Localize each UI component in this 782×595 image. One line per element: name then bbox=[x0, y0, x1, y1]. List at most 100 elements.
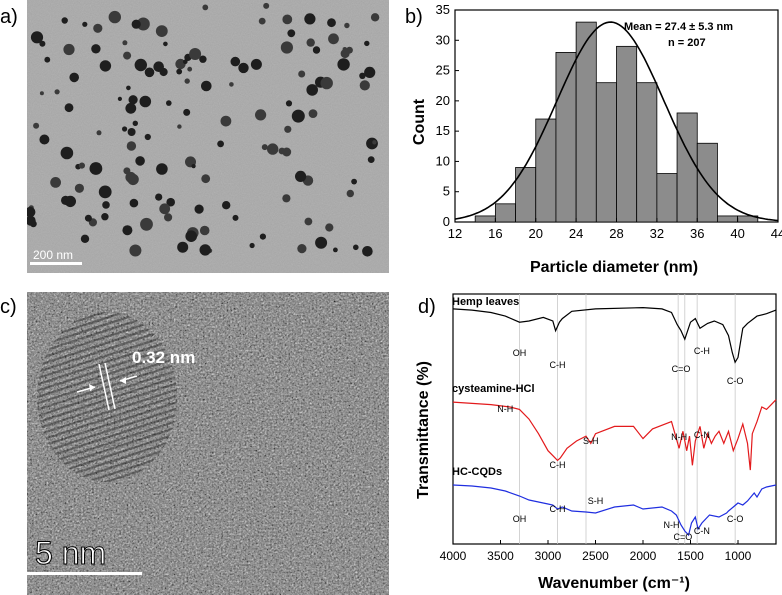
peak-annotation: C-H bbox=[550, 504, 566, 514]
nanoparticle bbox=[342, 47, 348, 52]
nanoparticle bbox=[304, 13, 316, 25]
nanoparticle bbox=[176, 68, 183, 75]
nanoparticle bbox=[140, 217, 153, 231]
nanoparticle bbox=[278, 147, 286, 155]
nanoparticle bbox=[69, 72, 79, 83]
nanoparticle bbox=[250, 58, 262, 70]
y-tick-label: 30 bbox=[436, 32, 450, 47]
nanoparticle bbox=[126, 141, 137, 151]
x-tick-label: 3500 bbox=[487, 549, 514, 563]
nanoparticle bbox=[202, 4, 209, 11]
peak-annotation: C=O bbox=[674, 532, 693, 542]
nanoparticle bbox=[282, 14, 293, 25]
nanoparticle bbox=[166, 197, 175, 207]
peak-annotation: C-O bbox=[727, 376, 744, 386]
panel-label-d: d) bbox=[418, 296, 436, 318]
nanoparticle bbox=[44, 56, 51, 63]
nanoparticle bbox=[217, 140, 225, 148]
nanoparticle bbox=[96, 130, 102, 136]
histogram-bar bbox=[636, 82, 658, 223]
nanoparticle bbox=[364, 66, 376, 78]
x-tick-label: 24 bbox=[569, 226, 583, 241]
nanoparticle bbox=[139, 95, 152, 108]
ftir-chart: OHC-H C=OC-HC-ON-HC-HS-H N-H C-NOHC-HS-HN-H… bbox=[415, 293, 777, 592]
series-label-cysteamine: cysteamine-HCl bbox=[452, 383, 535, 395]
histogram-bar bbox=[676, 112, 698, 223]
tem-micrograph-image: 200 nm bbox=[27, 0, 389, 273]
peak-annotation: C-H bbox=[694, 346, 710, 356]
nanoparticle bbox=[263, 2, 270, 9]
peak-annotation: C=O bbox=[672, 364, 691, 374]
histogram-bar bbox=[535, 118, 557, 223]
histogram-annotation-mean: Mean = 27.4 ± 5.3 nm bbox=[624, 21, 733, 33]
nanoparticle bbox=[129, 198, 139, 208]
nanoparticle bbox=[127, 128, 136, 136]
nanoparticle bbox=[144, 133, 151, 141]
nanoparticle bbox=[131, 19, 141, 29]
x-tick-label: 2000 bbox=[630, 549, 657, 563]
nanoparticle bbox=[74, 183, 84, 193]
peak-annotation: C-N bbox=[694, 430, 710, 440]
nanoparticle bbox=[312, 46, 321, 54]
x-tick-label: 20 bbox=[529, 226, 543, 241]
nanoparticle bbox=[101, 213, 109, 221]
nanoparticle bbox=[39, 91, 44, 96]
x-tick-label: 4000 bbox=[440, 549, 467, 563]
nanoparticle bbox=[285, 100, 293, 107]
tem-micrograph: 200 nm bbox=[27, 0, 389, 273]
hrtem-micrograph-image: 0.32 nm 5 nm bbox=[27, 292, 389, 595]
series-label-hc-cqds: HC-CQDs bbox=[452, 466, 502, 478]
nanoparticle bbox=[128, 95, 138, 105]
nanoparticle bbox=[98, 185, 112, 199]
nanoparticle bbox=[238, 62, 249, 74]
lattice-fringes bbox=[37, 312, 177, 482]
nanoparticle bbox=[61, 195, 71, 205]
panel-label-b: b) bbox=[405, 6, 423, 28]
peak-annotation: N-H bbox=[671, 432, 687, 442]
histogram-bar bbox=[717, 215, 739, 223]
x-tick-label: 2500 bbox=[582, 549, 609, 563]
scale-bar-c-label: 5 nm bbox=[35, 535, 106, 571]
hrtem-micrograph: 0.32 nm 5 nm bbox=[27, 292, 389, 595]
nanoparticle bbox=[64, 103, 74, 113]
y-tick-label: 5 bbox=[443, 184, 450, 199]
nanoparticle bbox=[359, 72, 366, 80]
nanoparticle bbox=[261, 144, 268, 151]
nanoparticle bbox=[134, 58, 147, 72]
nanoparticle bbox=[267, 143, 279, 155]
y-tick-label: 35 bbox=[436, 2, 450, 17]
nanoparticle bbox=[230, 56, 241, 67]
nanoparticle bbox=[155, 25, 168, 37]
y-tick-label: 20 bbox=[436, 93, 450, 108]
ftir-ylabel: Transmittance (%) bbox=[415, 361, 432, 499]
ftir-series-line bbox=[452, 399, 777, 471]
y-tick-label: 15 bbox=[436, 123, 450, 138]
nanoparticle bbox=[370, 13, 380, 22]
nanoparticle bbox=[156, 163, 168, 175]
nanoparticle bbox=[155, 193, 163, 201]
nanoparticle bbox=[163, 41, 168, 47]
series-label-hemp: Hemp leaves bbox=[452, 296, 519, 308]
panel-label-c: c) bbox=[0, 296, 17, 318]
x-tick-label: 12 bbox=[448, 226, 462, 241]
nanoparticle bbox=[282, 194, 291, 203]
nanoparticle bbox=[304, 217, 313, 226]
nanoparticle bbox=[39, 134, 50, 145]
scale-bar-a bbox=[30, 262, 82, 265]
nanoparticle bbox=[364, 40, 370, 47]
nanoparticle bbox=[78, 162, 85, 169]
nanoparticle bbox=[287, 29, 296, 38]
nanoparticle bbox=[229, 82, 234, 87]
histogram-bar bbox=[616, 45, 638, 223]
histogram-annotation-n: n = 207 bbox=[668, 37, 706, 49]
nanoparticle bbox=[159, 203, 171, 215]
nanoparticle bbox=[125, 102, 137, 114]
nanoparticle bbox=[351, 178, 357, 185]
nanoparticle bbox=[362, 246, 373, 257]
nanoparticle bbox=[191, 164, 196, 169]
nanoparticle bbox=[136, 17, 150, 31]
histogram-bar bbox=[656, 173, 678, 223]
histogram-bar bbox=[494, 203, 516, 223]
nanoparticle bbox=[298, 70, 306, 78]
nanoparticle bbox=[177, 241, 189, 253]
